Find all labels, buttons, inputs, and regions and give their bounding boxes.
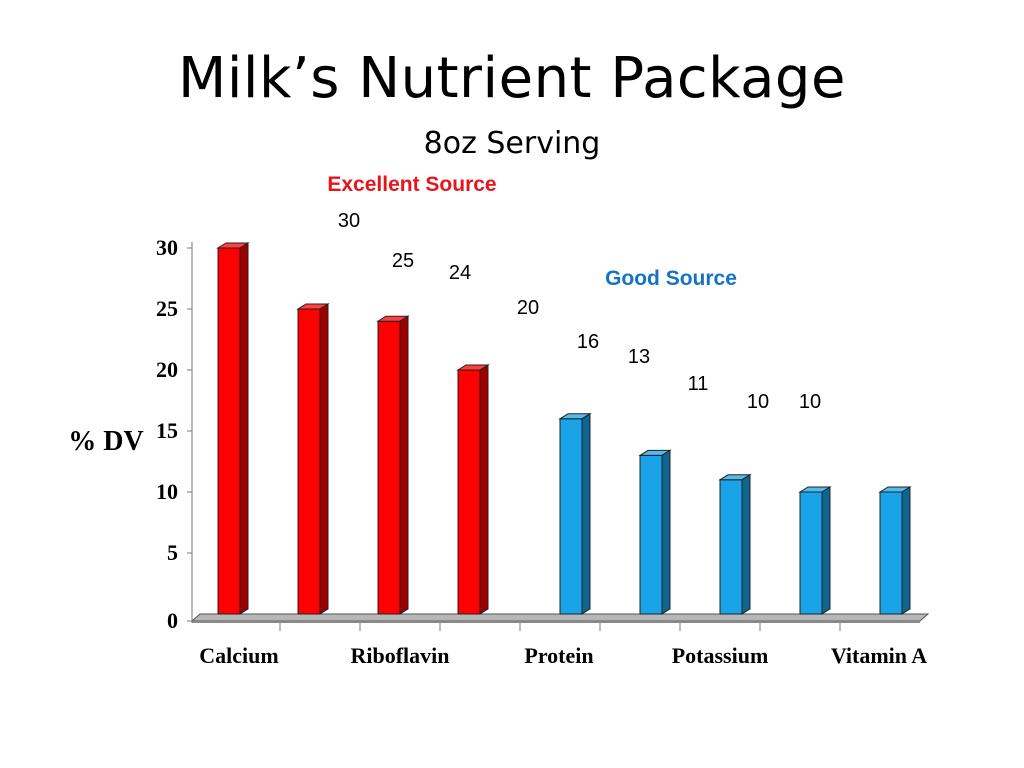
bar-side [901, 486, 911, 615]
y-tick-label: 5 [167, 540, 178, 565]
y-tick-label: 10 [156, 479, 178, 504]
bars [216, 242, 912, 615]
y-tick-label: 0 [167, 608, 178, 633]
bar-side [239, 242, 249, 615]
bar-side [581, 412, 591, 615]
bar [718, 473, 752, 615]
y-tick-label: 20 [156, 357, 178, 382]
bar [878, 486, 912, 615]
bar-front [457, 369, 481, 615]
x-category-label: Protein [524, 643, 593, 668]
x-category-label: Vitamin A [831, 643, 927, 668]
bar-front [297, 308, 321, 615]
chart-title: Milk’s Nutrient Package [178, 46, 846, 111]
bar-front [377, 320, 401, 615]
data-label: 25 [392, 250, 414, 272]
y-tick-label: 30 [156, 235, 178, 260]
bar-front [639, 454, 663, 615]
data-labels: 30 25 24 20 16 13 11 10 10 [338, 210, 821, 413]
bar-front [719, 479, 743, 615]
bar-side [741, 473, 751, 615]
bar [456, 364, 490, 615]
bar [638, 449, 672, 615]
data-label: 30 [338, 210, 360, 232]
floor-edge [192, 621, 920, 623]
data-label: 20 [517, 297, 539, 319]
bar [376, 315, 410, 615]
data-label: 11 [688, 373, 709, 395]
data-label: 24 [449, 262, 471, 284]
y-axis: 0 5 10 15 20 25 30 [156, 235, 193, 633]
y-tick-label: 25 [156, 296, 178, 321]
bar-front [799, 491, 823, 615]
bar-front [217, 247, 241, 615]
data-label: 16 [577, 331, 599, 353]
floor-top [190, 613, 930, 622]
bar [296, 303, 330, 615]
bar [216, 242, 250, 615]
data-label: 10 [747, 391, 769, 413]
x-category-label: Calcium [199, 643, 278, 668]
group-label: Excellent Source [327, 173, 496, 196]
bar-side [319, 303, 329, 615]
bar [798, 486, 832, 615]
y-axis-label: % DV [68, 426, 143, 457]
x-axis: Calcium Riboflavin Protein Potassium Vitamin… [199, 623, 927, 668]
x-category-label: Riboflavin [350, 643, 449, 668]
x-category-label: Potassium [672, 643, 769, 668]
data-label: 10 [799, 391, 821, 413]
bar-front [559, 418, 583, 615]
bar-front [879, 491, 903, 615]
bar-side [399, 315, 409, 615]
bar-side [821, 486, 831, 615]
bar [558, 412, 592, 615]
chart-subtitle: 8oz Serving [423, 126, 601, 161]
bar-side [479, 364, 489, 615]
group-labels: Excellent Source Good Source [327, 173, 737, 290]
bar-side [661, 449, 671, 615]
y-tick-label: 15 [156, 418, 178, 443]
chart-floor [190, 613, 930, 623]
data-label: 13 [628, 346, 650, 368]
group-label: Good Source [605, 267, 737, 290]
